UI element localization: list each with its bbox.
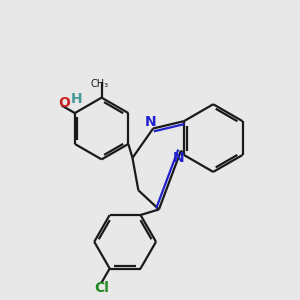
Text: O: O: [58, 96, 70, 110]
Text: CH₃: CH₃: [90, 79, 108, 89]
Text: N: N: [173, 151, 185, 165]
Text: N: N: [145, 115, 157, 129]
Text: Cl: Cl: [94, 281, 109, 296]
Text: H: H: [71, 92, 83, 106]
